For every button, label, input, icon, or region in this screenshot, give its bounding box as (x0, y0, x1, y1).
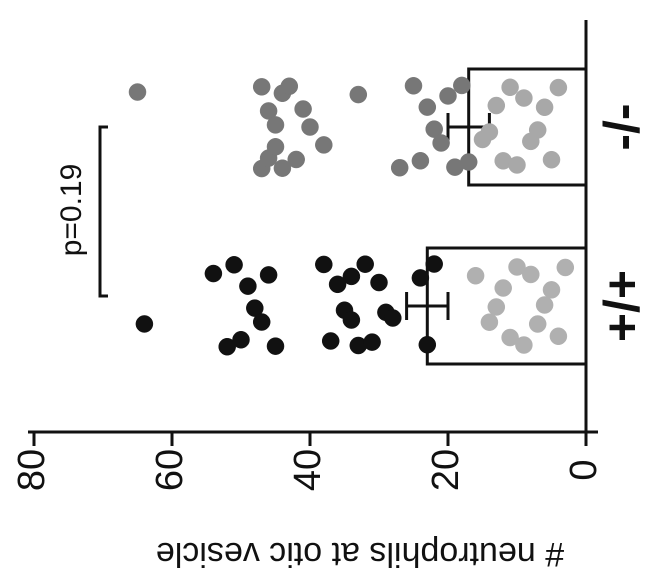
data-point (418, 98, 437, 116)
data-point (549, 78, 568, 97)
data-point (494, 279, 512, 297)
data-point (459, 153, 478, 171)
data-point (266, 116, 285, 134)
value-axis-tick-label: 80 (11, 449, 53, 491)
data-point (246, 299, 264, 317)
value-axis-tick-label: 20 (425, 449, 467, 491)
p-value-annotation: p=0.19 (55, 164, 88, 257)
data-point (404, 77, 423, 95)
data-point (425, 255, 443, 273)
data-point (342, 311, 361, 329)
data-point (135, 315, 154, 333)
data-point (556, 258, 575, 277)
data-point (342, 267, 361, 286)
data-point (480, 313, 499, 331)
data-point (315, 255, 333, 274)
category-label-wildtype: +/+ (594, 270, 650, 342)
data-point (390, 158, 409, 177)
data-point (301, 118, 319, 136)
data-point (315, 136, 333, 154)
data-point (501, 328, 519, 347)
data-point (204, 264, 223, 283)
data-point (225, 256, 243, 274)
data-point (259, 102, 278, 120)
data-point-group (128, 76, 575, 356)
data-point (453, 76, 471, 95)
data-point (515, 89, 533, 107)
data-point (273, 159, 292, 177)
data-point (356, 255, 374, 273)
value-axis-tick-label: 60 (149, 449, 191, 491)
data-point (321, 332, 340, 350)
data-point (370, 273, 388, 292)
data-point (501, 78, 519, 97)
data-point (252, 78, 271, 96)
bar-group (425, 67, 588, 366)
data-point (466, 266, 485, 285)
data-point (487, 96, 506, 115)
data-point (508, 258, 526, 276)
data-point (508, 156, 526, 174)
data-point (411, 269, 430, 287)
data-point (535, 98, 554, 117)
data-point (328, 275, 347, 294)
data-point (280, 77, 299, 96)
data-point (528, 121, 547, 139)
value-axis-title: # neutrophils at otic vesicle (156, 535, 564, 573)
data-point (432, 134, 450, 152)
data-point (487, 298, 506, 316)
data-point (542, 150, 561, 169)
significance-bracket (98, 125, 108, 298)
data-point (439, 87, 457, 105)
data-point (128, 83, 147, 101)
data-point (528, 315, 547, 333)
value-axis-tick-label: 0 (563, 459, 605, 480)
data-point (384, 309, 402, 327)
data-point (363, 333, 381, 351)
data-point (232, 331, 250, 349)
data-point (218, 337, 236, 356)
data-point (480, 123, 499, 141)
data-point (259, 266, 278, 284)
data-point (515, 336, 533, 354)
data-point (294, 100, 312, 118)
data-point (252, 313, 271, 331)
data-point (549, 327, 568, 345)
data-point (522, 265, 540, 284)
data-point (239, 277, 257, 295)
data-point (535, 296, 554, 314)
data-point (411, 152, 430, 170)
value-axis-ticks: 0 20 40 60 80 (11, 432, 605, 491)
data-point (266, 138, 285, 156)
data-point (266, 337, 285, 355)
data-point (418, 335, 437, 354)
data-point (287, 150, 305, 169)
category-label-knockout: -/- (594, 103, 650, 150)
data-point (542, 281, 561, 299)
value-axis-tick-label: 40 (287, 449, 329, 491)
data-point (349, 85, 368, 104)
